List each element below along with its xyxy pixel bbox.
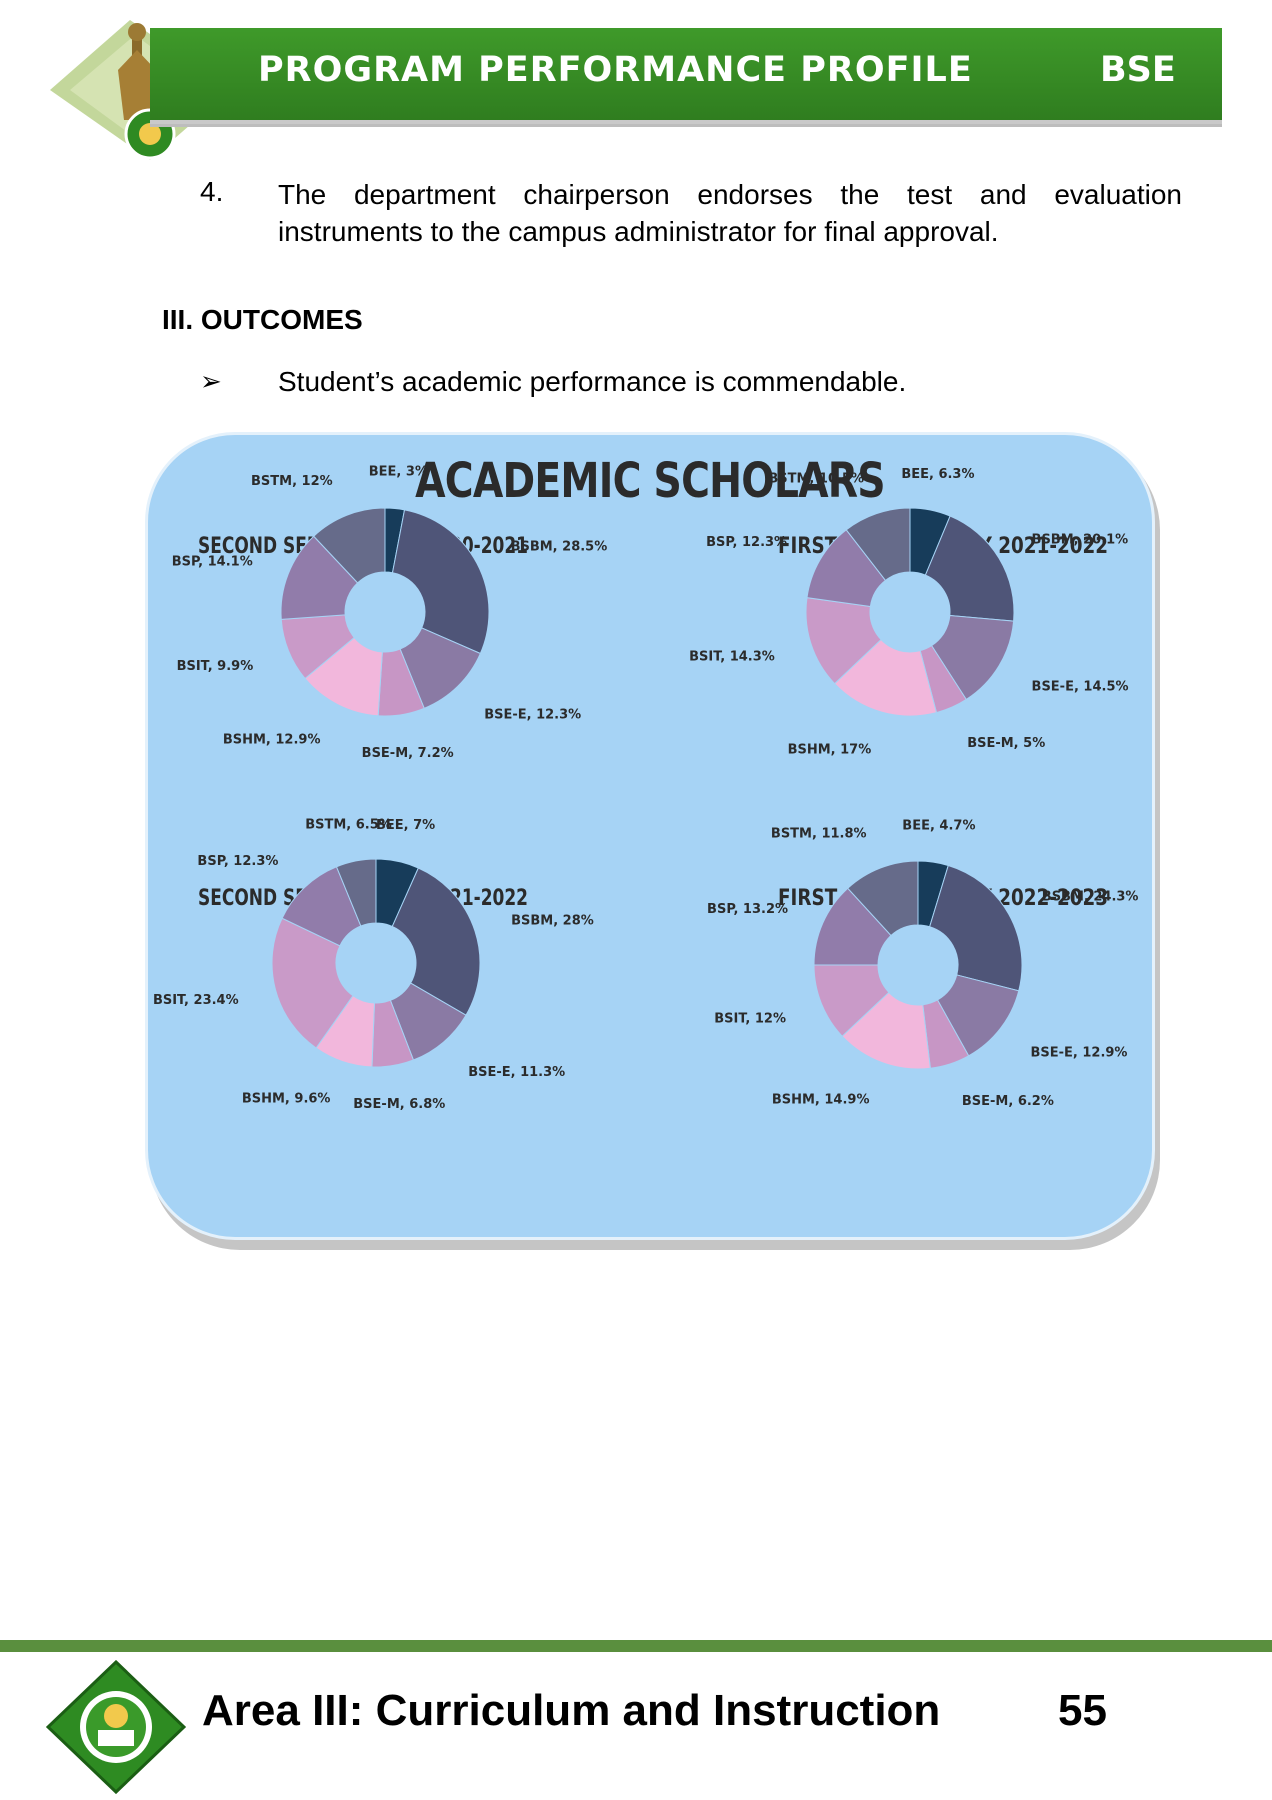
slice-label: BSIT, 9.9%: [177, 659, 254, 674]
slice-label: BSE-E, 11.3%: [468, 1065, 565, 1080]
slice-label: BSIT, 12%: [714, 1011, 786, 1026]
slice-label: BSP, 12.3%: [197, 854, 278, 869]
slice-label: BSE-M, 6.2%: [962, 1094, 1054, 1109]
header-bar: [150, 28, 1222, 120]
slice-label: BSTM, 11.8%: [771, 827, 867, 842]
donut-slice-bsbm: [391, 867, 481, 1016]
slice-label: BSHM, 9.6%: [242, 1092, 331, 1107]
arrow-bullet-icon: ➢: [200, 366, 222, 396]
section-heading: III. OUTCOMES: [162, 304, 363, 335]
slice-label: BEE, 6.3%: [901, 467, 974, 482]
slice-label: BEE, 3%: [369, 465, 428, 480]
slice-label: BSHM, 12.9%: [223, 732, 321, 747]
academic-scholars-infographic: ACADEMIC SCHOLARS SECOND SEMESTER, AY 20…: [145, 432, 1155, 1240]
step-number: 4.: [200, 176, 224, 207]
slice-label: BSE-M, 7.2%: [362, 746, 454, 761]
infographic-title: ACADEMIC SCHOLARS: [415, 453, 885, 509]
slice-label: BSP, 14.1%: [172, 554, 253, 569]
donut-slice-bsbm: [929, 864, 1023, 992]
slice-label: BSBM, 24.3%: [1042, 889, 1139, 904]
donut-slice-bstm: [847, 860, 919, 937]
slice-label: BSP, 13.2%: [707, 902, 788, 917]
program-code: BSE: [1100, 50, 1176, 90]
slice-label: BSE-M, 6.8%: [353, 1097, 445, 1112]
outcome-text: Student’s academic performance is commen…: [278, 366, 907, 397]
slice-label: BSTM, 6.5%: [305, 818, 392, 833]
university-seal-icon: [46, 1660, 186, 1795]
slice-label: BSTM, 12%: [251, 474, 333, 489]
donut-slice-bsbm: [391, 509, 490, 655]
slice-label: BSIT, 14.3%: [689, 649, 775, 664]
slice-label: BSE-M, 5%: [967, 736, 1045, 751]
donut-slice-bsit: [271, 917, 354, 1049]
slice-label: BSE-E, 14.5%: [1032, 679, 1129, 694]
slice-label: BEE, 7%: [376, 818, 435, 833]
header-divider: [150, 124, 1222, 127]
donut-slice-bshm: [833, 638, 938, 717]
step-text: The department chairperson endorses the …: [278, 179, 1182, 247]
donut-slice-bsbm: [924, 515, 1015, 622]
slice-label: BEE, 4.7%: [902, 819, 975, 834]
page-header-title: PROGRAM PERFORMANCE PROFILE: [258, 50, 973, 90]
donut-slice-bstm: [313, 507, 386, 584]
slice-label: BSBM, 28.5%: [511, 540, 608, 555]
donut-slice-bstm: [335, 858, 377, 927]
slice-label: BSE-E, 12.9%: [1030, 1046, 1127, 1061]
footer-bar: [0, 1640, 1272, 1652]
donut-slice-bse-e: [930, 614, 1015, 701]
slice-label: BSBM, 28%: [511, 913, 594, 928]
slice-label: BSIT, 23.4%: [153, 993, 239, 1008]
slice-label: BSE-E, 12.3%: [484, 708, 581, 723]
donut-slice-bstm: [845, 507, 911, 582]
slice-label: BSP, 12.3%: [706, 535, 787, 550]
slice-label: BSHM, 14.9%: [772, 1092, 870, 1107]
slice-label: BSTM, 10.5%: [768, 472, 864, 487]
footer-area-title: Area III: Curriculum and Instruction: [202, 1686, 941, 1735]
page-number: 55: [1058, 1686, 1107, 1735]
slice-label: BSHM, 17%: [788, 743, 872, 758]
slice-label: BSBM, 20.1%: [1032, 533, 1129, 548]
